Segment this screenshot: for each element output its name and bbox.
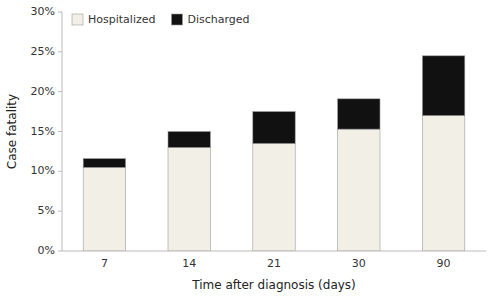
bars (83, 56, 465, 251)
y-tick-label: 30% (31, 5, 55, 18)
y-tick (58, 251, 62, 252)
x-axis-label: Time after diagnosis (days) (191, 278, 356, 292)
y-tick-label: 5% (38, 204, 55, 217)
x-tick-label: 7 (101, 257, 108, 270)
y-tick (58, 51, 62, 52)
y-tick-label: 10% (31, 164, 55, 177)
y-axis-label: Case fatality (5, 94, 19, 169)
x-tick-label: 30 (352, 257, 366, 270)
y-tick (58, 91, 62, 92)
axes: 0% 5% 10% 15% 20% 25% 30% 7 14 21 30 90 (31, 5, 486, 270)
y-tick (58, 131, 62, 132)
y-tick (58, 171, 62, 172)
bar (338, 129, 380, 251)
x-tick-label: 14 (182, 257, 196, 270)
y-tick (58, 12, 62, 13)
bar (253, 143, 295, 251)
legend-label: Hospitalized (88, 13, 155, 26)
bar (253, 112, 295, 144)
y-tick-label: 20% (31, 85, 55, 98)
bar (338, 99, 380, 129)
legend-swatch (72, 14, 83, 25)
x-tick-label: 21 (267, 257, 281, 270)
bar (422, 116, 464, 251)
bar (83, 159, 125, 168)
bar (168, 147, 210, 251)
legend-label: Discharged (187, 13, 249, 26)
y-tick (58, 211, 62, 212)
y-tick-label: 15% (31, 125, 55, 138)
y-tick-label: 0% (38, 244, 55, 257)
x-axis-line (62, 251, 486, 252)
legend: Hospitalized Discharged (72, 13, 250, 26)
y-tick-label: 25% (31, 45, 55, 58)
x-tick-label: 90 (437, 257, 451, 270)
bar (83, 167, 125, 251)
bar (168, 132, 210, 148)
bar (422, 56, 464, 116)
chart: 0% 5% 10% 15% 20% 25% 30% 7 14 21 30 90 Time after d… (0, 0, 500, 297)
legend-swatch (171, 14, 182, 25)
